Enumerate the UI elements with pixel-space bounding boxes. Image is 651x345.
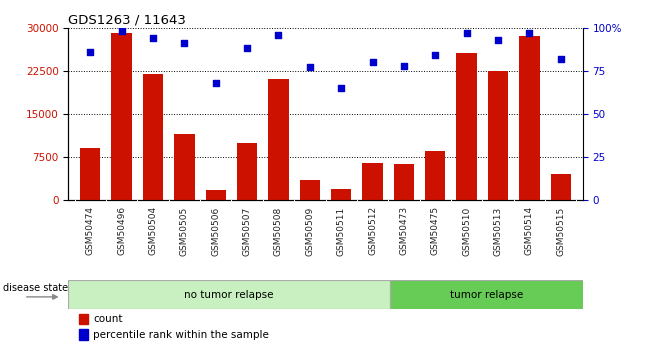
Point <box>242 46 253 51</box>
Point <box>117 28 127 34</box>
Bar <box>79 314 88 324</box>
Bar <box>268 79 288 200</box>
Point <box>398 63 409 68</box>
Text: GSM50508: GSM50508 <box>274 206 283 256</box>
Point <box>462 30 472 36</box>
Text: no tumor relapse: no tumor relapse <box>184 290 274 299</box>
Bar <box>551 174 571 200</box>
Point <box>430 52 441 58</box>
Bar <box>299 180 320 200</box>
Bar <box>488 71 508 200</box>
Text: disease state: disease state <box>3 283 68 293</box>
Bar <box>111 33 132 200</box>
Text: GSM50504: GSM50504 <box>148 206 158 255</box>
Text: GSM50511: GSM50511 <box>337 206 346 256</box>
Bar <box>237 142 257 200</box>
Text: GSM50473: GSM50473 <box>400 206 408 255</box>
Point <box>148 35 158 41</box>
Bar <box>331 189 352 200</box>
Bar <box>80 148 100 200</box>
Point <box>555 56 566 61</box>
Text: percentile rank within the sample: percentile rank within the sample <box>93 330 269 340</box>
Bar <box>79 329 88 340</box>
Text: GSM50505: GSM50505 <box>180 206 189 256</box>
Point <box>85 49 96 55</box>
Bar <box>68 280 390 309</box>
Bar <box>174 134 195 200</box>
Text: tumor relapse: tumor relapse <box>450 290 523 299</box>
Point <box>336 85 346 91</box>
Text: GSM50474: GSM50474 <box>86 206 95 255</box>
Bar <box>363 163 383 200</box>
Bar <box>394 165 414 200</box>
Text: GSM50506: GSM50506 <box>211 206 220 256</box>
Point <box>273 32 284 37</box>
Text: GSM50515: GSM50515 <box>556 206 565 256</box>
Bar <box>390 280 583 309</box>
Text: GSM50512: GSM50512 <box>368 206 377 255</box>
Bar <box>425 151 445 200</box>
Text: count: count <box>93 314 122 324</box>
Bar <box>206 190 226 200</box>
Text: GDS1263 / 11643: GDS1263 / 11643 <box>68 13 186 27</box>
Text: GSM50496: GSM50496 <box>117 206 126 255</box>
Text: GSM50513: GSM50513 <box>493 206 503 256</box>
Bar <box>519 36 540 200</box>
Point <box>210 80 221 86</box>
Point <box>493 37 503 42</box>
Text: GSM50507: GSM50507 <box>243 206 251 256</box>
Point <box>524 30 534 36</box>
Point <box>305 65 315 70</box>
Text: GSM50510: GSM50510 <box>462 206 471 256</box>
Point <box>367 59 378 65</box>
Text: GSM50509: GSM50509 <box>305 206 314 256</box>
Text: GSM50514: GSM50514 <box>525 206 534 255</box>
Point <box>179 40 189 46</box>
Text: GSM50475: GSM50475 <box>431 206 440 255</box>
Bar <box>456 53 477 200</box>
Bar <box>143 73 163 200</box>
